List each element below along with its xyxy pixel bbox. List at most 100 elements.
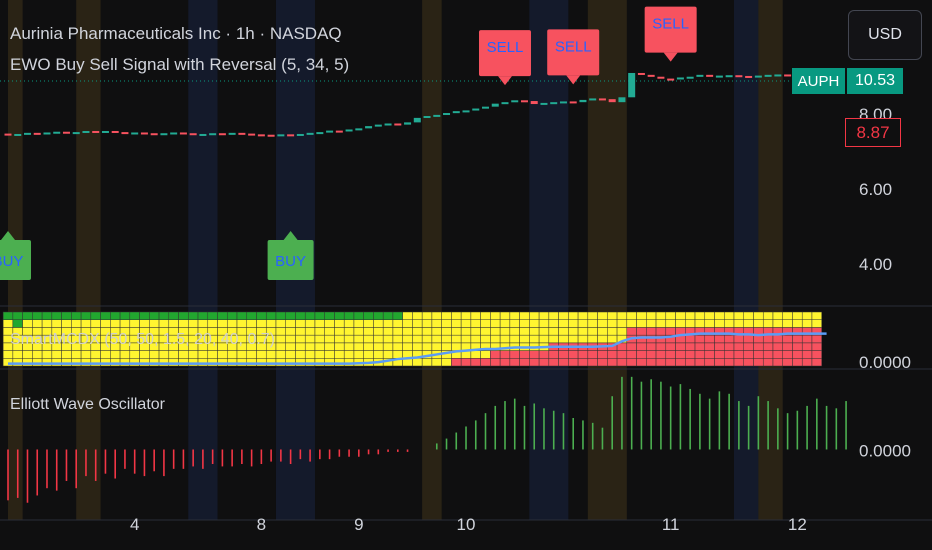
mcdx-cell: [285, 334, 296, 344]
mcdx-cell: [548, 334, 559, 344]
session-background: [8, 0, 783, 520]
mcdx-cell: [334, 319, 345, 328]
mcdx-cell: [421, 334, 433, 344]
mcdx-cell: [733, 342, 744, 351]
candle: [443, 113, 451, 116]
mcdx-cell: [265, 311, 277, 320]
mcdx-cell: [71, 311, 82, 320]
mcdx-cell: [762, 319, 774, 328]
mcdx-cell: [607, 358, 618, 367]
mcdx-cell: [675, 350, 686, 359]
mcdx-cell: [499, 319, 511, 328]
ewo-label[interactable]: Elliott Wave Oscillator: [10, 396, 165, 413]
mcdx-cell: [577, 358, 589, 367]
mcdx-cell: [324, 327, 335, 336]
mcdx-cell: [548, 327, 559, 336]
mcdx-cell: [480, 358, 491, 367]
mcdx-cell: [32, 311, 43, 320]
mcdx-cell: [801, 350, 813, 359]
mcdx-cell: [529, 350, 540, 359]
mcdx-cell: [295, 311, 306, 320]
mcdx-cell: [743, 342, 754, 351]
mcdx-cell: [636, 319, 647, 328]
candle: [501, 102, 509, 105]
mcdx-cell: [304, 319, 316, 328]
mcdx-cell: [441, 319, 452, 328]
candle: [433, 114, 441, 117]
mcdx-cell: [32, 350, 43, 359]
mcdx-cell: [353, 350, 364, 359]
mcdx-cell: [363, 311, 374, 320]
mcdx-cell: [577, 350, 589, 359]
mcdx-cell: [587, 319, 598, 328]
mcdx-cell: [724, 350, 735, 359]
mcdx-cell: [373, 350, 384, 359]
mcdx-cell: [431, 358, 442, 367]
mcdx-cell: [285, 350, 296, 359]
mcdx-cell: [275, 350, 286, 359]
session-band: [758, 0, 783, 520]
mcdx-cell: [285, 319, 296, 328]
mcdx-cell: [499, 334, 511, 344]
mcdx-cell: [636, 358, 647, 367]
mcdx-cell: [382, 350, 394, 359]
mcdx-cell: [2, 319, 14, 328]
mcdx-cell: [772, 350, 783, 359]
mcdx-cell: [499, 358, 511, 367]
mcdx-pane: [2, 311, 827, 367]
mcdx-cell: [373, 311, 384, 320]
mcdx-cell: [100, 311, 111, 320]
mcdx-cell: [792, 334, 803, 344]
mcdx-cell: [529, 358, 540, 367]
mcdx-cell: [61, 319, 72, 328]
mcdx-cell: [256, 319, 267, 328]
mcdx-cell: [607, 327, 618, 336]
mcdx-cell: [460, 311, 472, 320]
mcdx-cell: [119, 311, 131, 320]
mcdx-cell: [197, 350, 209, 359]
mcdx-cell: [402, 334, 413, 344]
mcdx-cell: [353, 327, 364, 336]
mcdx-label[interactable]: SmartMCDX (50, 50, 1.5, 20, 40, 0.7): [10, 331, 276, 348]
mcdx-cell: [100, 350, 111, 359]
mcdx-cell: [733, 350, 744, 359]
mcdx-cell: [811, 350, 822, 359]
candle: [579, 99, 587, 103]
mcdx-cell: [801, 334, 813, 344]
mcdx-cell: [597, 350, 608, 359]
mcdx-cell: [753, 342, 764, 351]
mcdx-cell: [334, 342, 345, 351]
mcdx-cell: [51, 319, 62, 328]
mcdx-cell: [334, 327, 345, 336]
mcdx-cell: [616, 319, 628, 328]
mcdx-cell: [236, 311, 248, 320]
candle: [589, 98, 597, 101]
mcdx-cell: [41, 350, 53, 359]
pane-separators: [0, 80, 932, 521]
mcdx-cell: [363, 327, 374, 336]
mcdx-cell: [626, 319, 637, 328]
mcdx-cell: [314, 311, 325, 320]
mcdx-cell: [246, 350, 257, 359]
mcdx-cell: [538, 311, 550, 320]
candle: [745, 75, 753, 78]
sell-signal-box: [478, 30, 531, 77]
mcdx-cell: [217, 319, 228, 328]
mcdx-cell: [694, 319, 706, 328]
mcdx-cell: [704, 350, 715, 359]
mcdx-cell: [655, 350, 667, 359]
candle: [598, 98, 606, 101]
mcdx-cell: [324, 334, 335, 344]
candle: [355, 128, 363, 131]
mcdx-cell: [568, 327, 579, 336]
mcdx-cell: [22, 311, 33, 320]
symbol-title[interactable]: Aurinia Pharmaceuticals Inc · 1h · NASDA…: [10, 24, 342, 43]
indicator-title[interactable]: EWO Buy Sell Signal with Reversal (5, 34…: [10, 55, 350, 74]
candle: [43, 132, 51, 135]
candle: [520, 100, 528, 103]
mcdx-cell: [675, 311, 686, 320]
currency-button[interactable]: USD: [848, 10, 922, 60]
mcdx-cell: [168, 311, 179, 320]
mcdx-cell: [548, 319, 559, 328]
